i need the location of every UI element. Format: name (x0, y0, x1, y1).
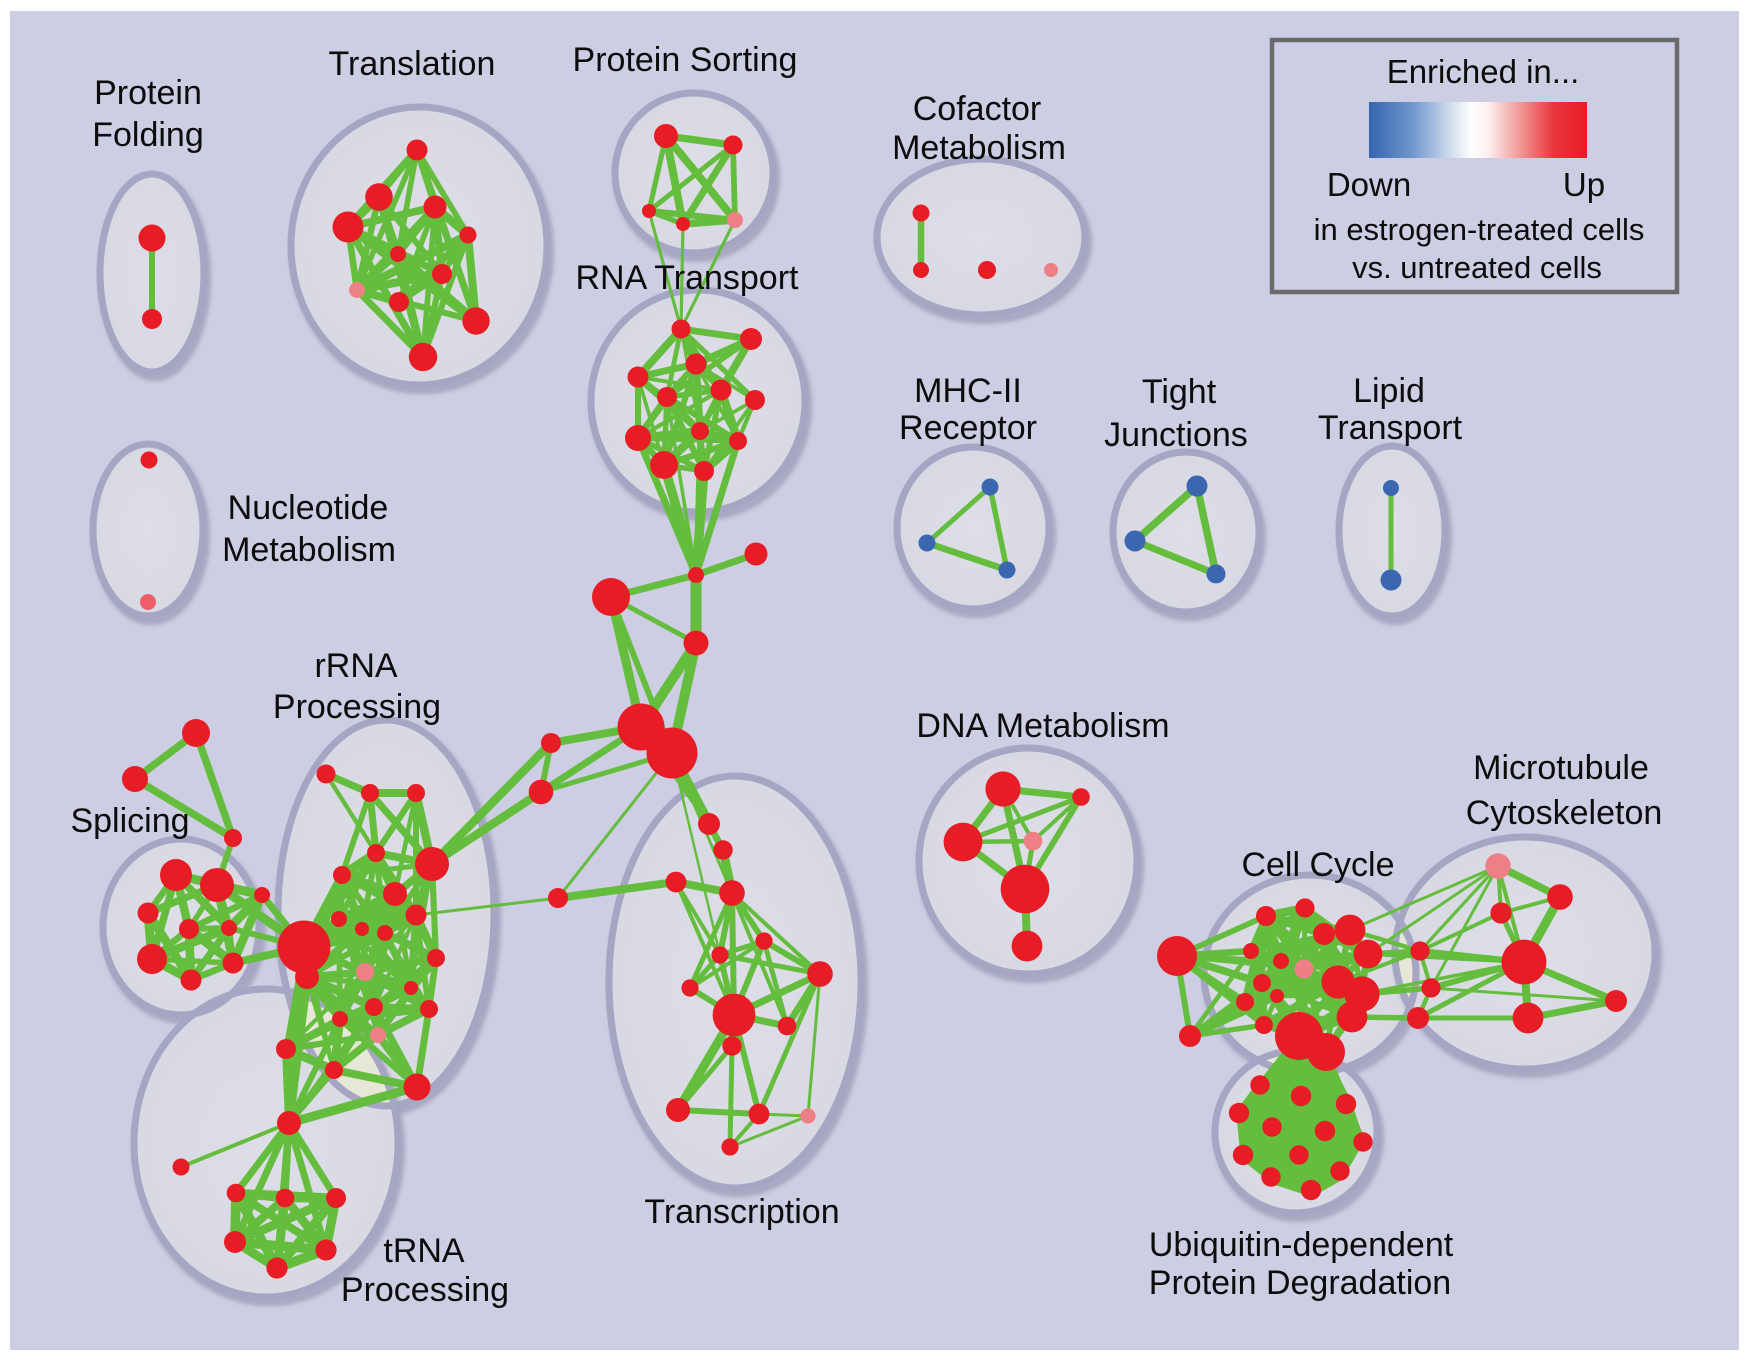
svg-text:DNA Metabolism: DNA Metabolism (916, 707, 1169, 745)
svg-text:in estrogen-treated cells: in estrogen-treated cells (1314, 212, 1645, 247)
svg-text:rRNA: rRNA (314, 647, 397, 685)
svg-text:Splicing: Splicing (70, 802, 189, 840)
svg-text:Enriched in...: Enriched in... (1387, 53, 1580, 90)
svg-text:Nucleotide: Nucleotide (228, 489, 389, 527)
svg-text:MHC-II: MHC-II (914, 372, 1022, 410)
svg-text:Translation: Translation (329, 45, 496, 83)
svg-text:Cell Cycle: Cell Cycle (1241, 846, 1394, 884)
svg-text:Processing: Processing (341, 1271, 509, 1309)
svg-text:Cytoskeleton: Cytoskeleton (1466, 794, 1663, 832)
svg-text:vs. untreated cells: vs. untreated cells (1352, 250, 1602, 285)
svg-text:Protein Degradation: Protein Degradation (1149, 1264, 1451, 1302)
svg-text:Lipid: Lipid (1353, 372, 1425, 410)
svg-text:Junctions: Junctions (1104, 416, 1248, 454)
svg-text:Transcription: Transcription (644, 1193, 839, 1231)
svg-text:Transport: Transport (1318, 409, 1463, 447)
svg-text:Folding: Folding (92, 116, 204, 154)
svg-text:Down: Down (1327, 166, 1411, 203)
svg-text:Receptor: Receptor (899, 409, 1037, 447)
svg-text:RNA Transport: RNA Transport (576, 259, 800, 297)
svg-text:Up: Up (1563, 166, 1605, 203)
svg-text:Tight: Tight (1142, 373, 1217, 411)
svg-text:Processing: Processing (273, 688, 441, 726)
svg-text:Metabolism: Metabolism (892, 129, 1066, 167)
svg-text:Metabolism: Metabolism (222, 531, 396, 569)
svg-text:Protein: Protein (94, 74, 202, 112)
svg-text:Microtubule: Microtubule (1473, 749, 1649, 787)
svg-text:Ubiquitin-dependent: Ubiquitin-dependent (1149, 1226, 1454, 1264)
svg-text:Cofactor: Cofactor (913, 90, 1042, 128)
svg-text:tRNA: tRNA (383, 1232, 465, 1270)
svg-text:Protein Sorting: Protein Sorting (573, 41, 798, 79)
